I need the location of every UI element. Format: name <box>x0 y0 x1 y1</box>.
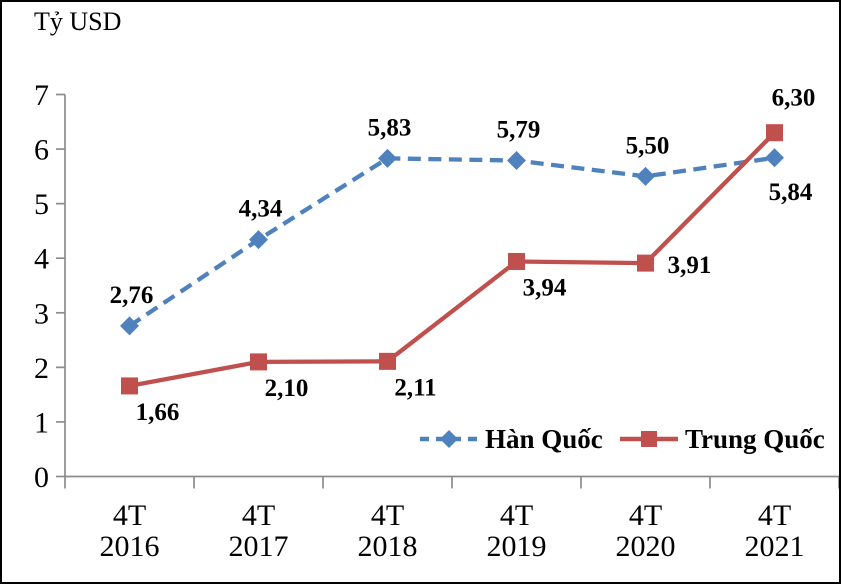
y-axis-tick-label: 7 <box>34 79 49 112</box>
data-labels-layer: 2,76 4,34 5,83 5,79 5,50 5,84 1,66 2,10 2,11 3,94… <box>110 85 816 426</box>
y-axis-tick-label: 6 <box>34 134 49 167</box>
y-axis-tick-label: 0 <box>34 461 49 494</box>
square-marker <box>766 124 783 142</box>
series-layer <box>120 124 784 395</box>
series-line-trung-quoc <box>129 131 777 389</box>
legend-item-trung-quoc: Trung Quốc <box>618 424 825 454</box>
data-point-label: 4,34 <box>239 196 283 223</box>
x-axis-category-label: 4T 2020 <box>616 499 676 563</box>
data-point-label: 2,11 <box>394 374 436 401</box>
diamond-marker <box>507 151 526 171</box>
square-marker <box>121 377 138 395</box>
x-axis-category-label: 4T 2021 <box>745 499 805 563</box>
data-point-label: 5,79 <box>497 117 541 144</box>
square-marker <box>379 352 396 370</box>
square-marker <box>508 252 525 270</box>
legend-label-trung-quoc: Trung Quốc <box>685 423 825 454</box>
y-axis-tick-label: 4 <box>34 243 49 276</box>
y-axis-tick-label: 1 <box>34 406 49 439</box>
axes-layer: 0 1 2 3 4 5 6 7 4T 2016 4T 2017 4T 2018 4T 2019 4T 2020 4T… <box>34 79 839 563</box>
data-point-label: 5,50 <box>626 132 670 159</box>
data-point-label: 3,94 <box>523 274 567 301</box>
x-axis-category-label: 4T 2017 <box>229 499 289 563</box>
legend-diamond-marker-icon <box>440 430 458 448</box>
data-point-label: 3,91 <box>668 252 712 279</box>
y-axis-tick-label: 5 <box>34 188 49 221</box>
legend-item-han-quoc: Hàn Quốc <box>418 424 603 454</box>
trung-quoc-solid-line-sample-icon <box>620 431 678 447</box>
data-point-label: 5,84 <box>769 179 813 206</box>
diamond-marker <box>765 148 784 168</box>
data-point-label: 6,30 <box>772 85 816 112</box>
y-axis-tick-label: 3 <box>34 297 49 330</box>
x-axis-category-label: 4T 2016 <box>100 499 160 563</box>
chart-axis-unit-title: Tỷ USD <box>34 7 122 36</box>
han-quoc-dashed-line-sample-icon <box>420 430 478 448</box>
legend-square-marker-icon <box>641 431 657 447</box>
x-axis-category-label: 4T 2018 <box>358 499 418 563</box>
diamond-marker <box>120 316 139 336</box>
legend-label-han-quoc: Hàn Quốc <box>485 423 603 454</box>
y-axis-tick-label: 2 <box>34 352 49 385</box>
x-axis-category-label: 4T 2019 <box>487 499 547 563</box>
data-point-label: 2,76 <box>110 282 154 309</box>
diamond-marker <box>249 230 268 250</box>
data-point-label: 1,66 <box>136 399 180 426</box>
data-point-label: 5,83 <box>368 114 412 141</box>
square-marker <box>637 254 654 272</box>
data-point-label: 2,10 <box>265 375 309 402</box>
diamond-marker <box>636 166 655 186</box>
series-line-han-quoc <box>128 155 775 328</box>
square-marker <box>250 353 267 371</box>
diamond-marker <box>378 148 397 168</box>
